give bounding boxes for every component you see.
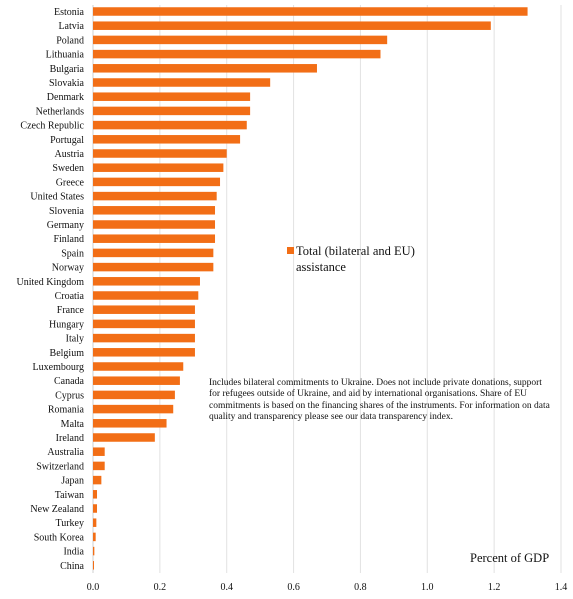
category-label: United States — [30, 192, 84, 203]
bar-cyprus — [93, 390, 175, 400]
category-label: India — [63, 547, 84, 558]
bar-denmark — [93, 92, 251, 101]
category-label: Estonia — [54, 7, 85, 18]
legend-label: Total (bilateral and EU) assistance — [296, 244, 415, 274]
bar-turkey — [93, 518, 97, 527]
bar-czech-republic — [93, 120, 247, 130]
category-label: Malta — [61, 419, 85, 430]
category-label: Cyprus — [55, 390, 84, 401]
category-label: Sweden — [52, 163, 84, 174]
bar-netherlands — [93, 106, 251, 116]
category-labels: Estonia Latvia Poland Lithuania Bulgaria Slov… — [17, 7, 85, 572]
bar-austria — [93, 149, 227, 158]
category-label: Denmark — [47, 92, 84, 103]
x-tick-label: 0.4 — [220, 582, 233, 593]
bar-latvia — [93, 21, 491, 30]
category-label: Canada — [54, 376, 85, 387]
category-label: Romania — [48, 405, 85, 416]
bar-united-states — [93, 191, 217, 201]
bar-croatia — [93, 291, 199, 300]
category-label: United Kingdom — [17, 277, 85, 288]
category-label: Portugal — [50, 135, 84, 146]
category-label: Slovakia — [49, 78, 85, 89]
bar-hungary — [93, 319, 195, 329]
bar-greece — [93, 177, 221, 187]
category-label: Spain — [61, 248, 84, 259]
bar-australia — [93, 447, 105, 456]
x-tick-label: 1.0 — [421, 582, 434, 593]
category-label: Latvia — [58, 21, 84, 32]
bar-lithuania — [93, 49, 381, 59]
x-axis-label: Percent of GDP — [470, 551, 550, 565]
bar-estonia — [93, 7, 528, 16]
category-label: Turkey — [55, 518, 84, 529]
chart-note: Includes bilateral commitments to Ukrain… — [209, 378, 550, 423]
bar-united-kingdom — [93, 277, 200, 286]
bar-canada — [93, 376, 180, 385]
category-label: Austria — [55, 149, 85, 160]
category-label: France — [57, 305, 85, 316]
category-label: Hungary — [49, 319, 84, 330]
bar-portugal — [93, 135, 241, 144]
category-label: Norway — [52, 263, 84, 274]
category-label: Luxembourg — [33, 362, 84, 373]
bar-taiwan — [93, 490, 98, 499]
category-label: New Zealand — [30, 504, 84, 515]
x-tick-label: 0.8 — [354, 582, 367, 593]
bar-belgium — [93, 348, 195, 357]
category-label: Czech Republic — [20, 121, 84, 132]
category-label: Italy — [66, 334, 84, 345]
category-label: Croatia — [55, 291, 85, 302]
category-label: Japan — [61, 476, 84, 487]
bar-norway — [93, 262, 214, 272]
x-tick-label: 1.2 — [488, 582, 501, 593]
category-label: Poland — [56, 35, 84, 46]
category-label: Taiwan — [55, 490, 84, 501]
category-label: Finland — [53, 234, 84, 245]
bar-italy — [93, 333, 195, 343]
bar-south-korea — [93, 532, 96, 542]
bar-malta — [93, 419, 167, 428]
x-tick-label: 1.4 — [555, 582, 568, 593]
x-tick-label: 0.6 — [287, 582, 300, 593]
category-label: China — [60, 561, 84, 572]
legend-swatch — [287, 247, 294, 254]
category-label: Bulgaria — [50, 64, 85, 75]
bars — [93, 7, 528, 570]
category-label: Lithuania — [46, 50, 85, 61]
category-label: Ireland — [56, 433, 84, 444]
bar-slovenia — [93, 206, 216, 215]
category-label: Belgium — [50, 348, 85, 359]
bar-poland — [93, 35, 388, 45]
bar-luxembourg — [93, 362, 184, 371]
bar-romania — [93, 404, 174, 414]
bar-india — [93, 546, 95, 556]
category-label: Greece — [56, 177, 85, 188]
bar-ireland — [93, 433, 155, 442]
bar-new-zealand — [93, 504, 98, 513]
category-label: Slovenia — [49, 206, 85, 217]
bar-germany — [93, 220, 216, 229]
x-tick-label: 0.0 — [87, 582, 100, 593]
bar-finland — [93, 234, 216, 243]
bar-slovakia — [93, 78, 271, 87]
bar-sweden — [93, 163, 224, 172]
category-label: Switzerland — [36, 461, 84, 472]
bar-japan — [93, 475, 102, 485]
category-label: Netherlands — [36, 106, 84, 117]
bar-switzerland — [93, 461, 105, 471]
x-tick-labels: 0.0 0.2 0.4 0.6 0.8 1.0 1.2 1.4 — [87, 582, 568, 593]
category-label: South Korea — [34, 532, 85, 543]
category-label: Australia — [47, 447, 84, 458]
gridlines — [92, 5, 562, 573]
bar-france — [93, 305, 195, 314]
bar-bulgaria — [93, 64, 317, 73]
category-label: Germany — [47, 220, 84, 231]
x-tick-label: 0.2 — [154, 582, 167, 593]
bar-spain — [93, 248, 214, 258]
bar-china — [93, 561, 94, 570]
